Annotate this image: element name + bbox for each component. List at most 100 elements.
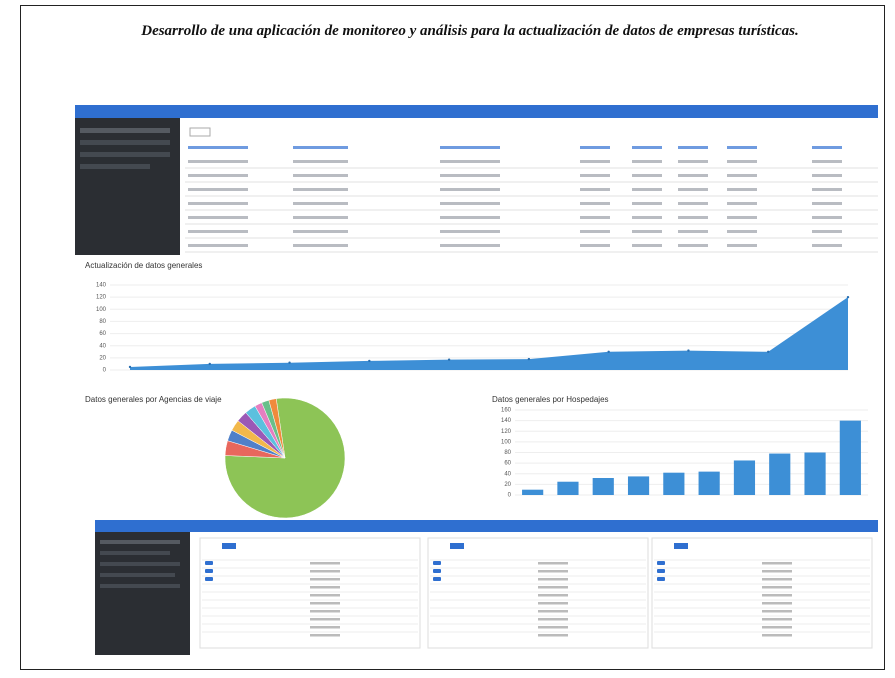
table-cell: [318, 160, 348, 163]
table-cell: [470, 146, 500, 149]
section-title: Datos generales por Hospedajes: [492, 395, 609, 404]
toggle: [433, 561, 441, 565]
y-tick-label: 80: [504, 450, 511, 456]
bar: [839, 420, 861, 495]
y-tick-label: 100: [96, 307, 107, 313]
menu-item[interactable]: [80, 152, 170, 157]
table-cell: [188, 160, 248, 163]
table-cell: [293, 174, 323, 177]
table-cell: [538, 618, 568, 621]
table-cell: [318, 230, 348, 233]
menu-item[interactable]: [80, 140, 170, 145]
menu-item[interactable]: [100, 573, 175, 577]
menu-item[interactable]: [100, 540, 180, 544]
bar: [733, 460, 756, 495]
toggle: [205, 561, 213, 565]
bar: [698, 471, 720, 495]
table-cell: [812, 160, 842, 163]
point: [687, 349, 690, 352]
menu-item[interactable]: [80, 164, 150, 169]
point: [288, 361, 291, 364]
table-cell: [812, 230, 842, 233]
table-cell: [318, 188, 348, 191]
point: [208, 362, 211, 366]
table-cell: [470, 188, 500, 191]
y-tick-label: 40: [504, 471, 511, 477]
table-cell: [727, 188, 757, 191]
table-cell: [293, 202, 323, 205]
table-cell: [188, 146, 248, 149]
menu-item[interactable]: [80, 128, 170, 133]
table-cell: [678, 202, 708, 205]
table-cell: [762, 586, 792, 589]
table-cell: [440, 230, 470, 233]
panel-border: [651, 537, 873, 649]
table-cell: [440, 216, 470, 219]
table-cell: [580, 174, 610, 177]
table-cell: [188, 216, 248, 219]
y-tick-label: 80: [99, 319, 106, 325]
point: [607, 350, 610, 353]
table-cell: [632, 146, 662, 149]
table-cell: [440, 202, 470, 205]
table-cell: [538, 602, 568, 605]
panel-border: [427, 537, 649, 649]
table-cell: [318, 146, 348, 149]
table-cell: [762, 602, 792, 605]
button: [450, 543, 464, 549]
toggle: [205, 577, 213, 581]
table-cell: [812, 216, 842, 219]
table-cell: [310, 586, 340, 589]
pie-slice: [268, 398, 286, 459]
button: [222, 543, 236, 549]
table-cell: [580, 244, 610, 247]
y-tick-label: 160: [501, 408, 512, 414]
table-cell: [538, 570, 568, 573]
table-cell: [678, 146, 708, 149]
y-tick-label: 40: [99, 343, 106, 349]
button: [674, 543, 688, 549]
y-tick-label: 140: [501, 418, 512, 424]
search-box[interactable]: [189, 127, 211, 137]
bar: [663, 472, 685, 495]
y-tick-label: 0: [103, 368, 107, 374]
panel-border: [199, 537, 421, 649]
table-cell: [678, 188, 708, 191]
table-cell: [678, 174, 708, 177]
top-bar: [95, 520, 878, 532]
menu-item[interactable]: [100, 551, 170, 555]
table-cell: [580, 216, 610, 219]
table-cell: [310, 618, 340, 621]
table-cell: [678, 230, 708, 233]
top-bar: [75, 105, 878, 118]
table-cell: [580, 230, 610, 233]
table-cell: [678, 244, 708, 247]
point: [767, 350, 770, 353]
table-cell: [318, 174, 348, 177]
table-cell: [188, 202, 248, 205]
menu-item[interactable]: [100, 562, 180, 566]
bar: [627, 476, 650, 495]
bar: [557, 481, 579, 495]
table-cell: [310, 610, 340, 613]
y-tick-label: 120: [96, 295, 107, 301]
table-cell: [727, 216, 757, 219]
point: [447, 358, 451, 361]
table-cell: [580, 188, 610, 191]
menu-item[interactable]: [100, 584, 180, 588]
table-cell: [538, 626, 568, 629]
table-cell: [318, 244, 348, 247]
y-tick-label: 20: [504, 482, 511, 488]
table-cell: [538, 594, 568, 597]
toggle: [657, 577, 665, 581]
table-cell: [762, 634, 792, 637]
table-cell: [538, 578, 568, 581]
table-cell: [440, 160, 470, 163]
table-cell: [188, 188, 248, 191]
table-cell: [727, 230, 757, 233]
point: [846, 295, 850, 299]
table-cell: [812, 202, 842, 205]
toggle: [433, 577, 441, 581]
